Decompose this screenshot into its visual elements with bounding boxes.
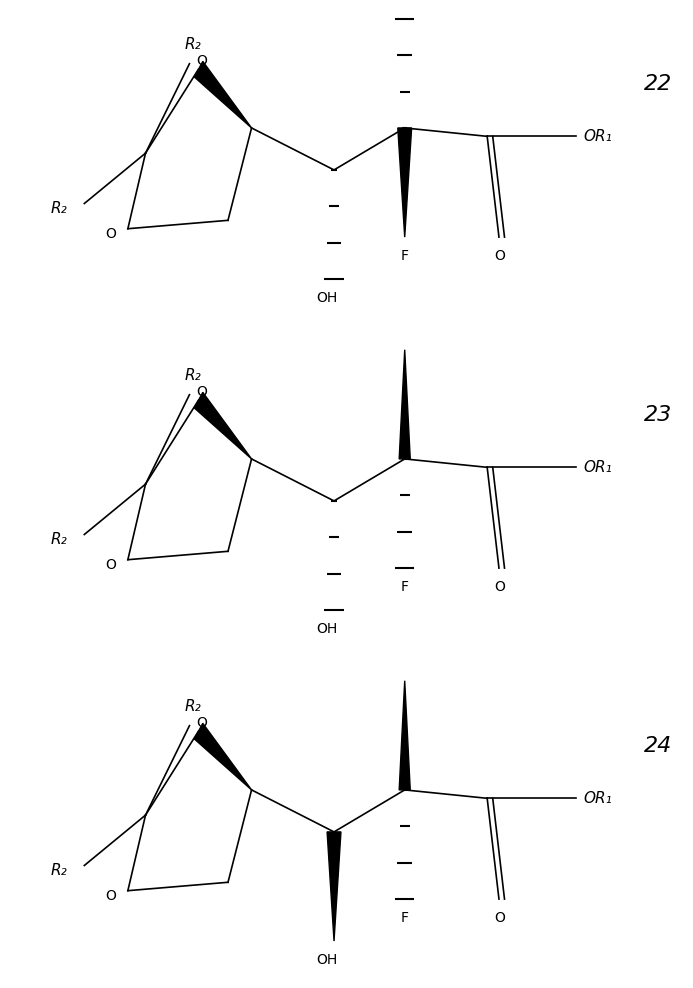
Text: O: O [197,716,207,730]
Polygon shape [398,128,412,237]
Text: 22: 22 [644,74,672,94]
Text: O: O [197,54,207,68]
Text: O: O [105,888,116,903]
Text: R₂: R₂ [50,532,67,547]
Text: O: O [197,385,207,399]
Text: O: O [494,580,505,594]
Text: O: O [494,911,505,925]
Text: O: O [105,226,116,241]
Polygon shape [327,832,341,941]
Text: OH: OH [317,622,337,636]
Polygon shape [194,61,252,128]
Text: OR₁: OR₁ [584,790,613,806]
Polygon shape [194,723,252,790]
Text: OR₁: OR₁ [584,459,613,475]
Polygon shape [399,350,410,458]
Text: 24: 24 [644,736,672,756]
Text: R₂: R₂ [184,37,201,51]
Polygon shape [194,392,252,458]
Text: R₂: R₂ [50,201,67,216]
Text: F: F [401,249,409,263]
Polygon shape [399,681,410,790]
Text: O: O [494,249,505,263]
Text: O: O [105,557,116,572]
Text: OH: OH [317,290,337,305]
Text: 23: 23 [644,405,672,425]
Text: OR₁: OR₁ [584,128,613,144]
Text: OH: OH [317,952,337,967]
Text: R₂: R₂ [50,863,67,878]
Text: F: F [401,580,409,594]
Text: R₂: R₂ [184,368,201,382]
Text: R₂: R₂ [184,699,201,713]
Text: F: F [401,911,409,925]
